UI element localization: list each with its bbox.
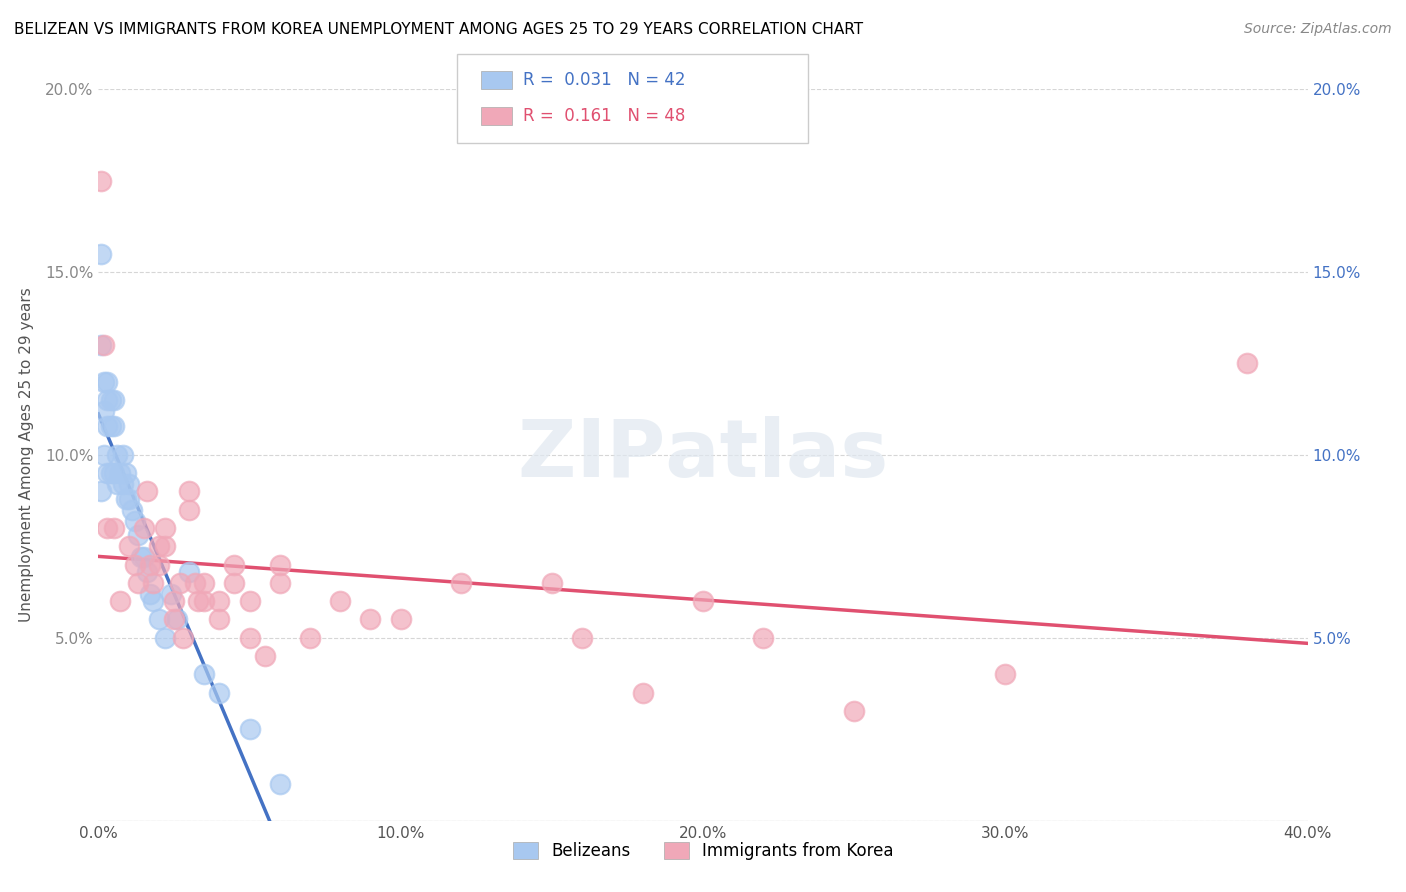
Point: [100, 392, 122, 407]
Point: [752, 631, 775, 645]
Point: [90, 484, 112, 499]
Point: [90, 173, 112, 188]
Point: [994, 667, 1017, 681]
Point: [179, 565, 201, 579]
Point: [118, 491, 141, 506]
Point: [329, 594, 352, 608]
Point: [108, 466, 131, 480]
Point: [187, 594, 209, 608]
Point: [103, 418, 125, 433]
Point: [93, 448, 115, 462]
Point: [450, 576, 472, 591]
Point: [105, 477, 128, 491]
Point: [127, 576, 149, 591]
Point: [239, 723, 262, 737]
Point: [299, 631, 322, 645]
Point: [142, 576, 165, 591]
Point: [96, 466, 118, 480]
Text: R =  0.161   N = 48: R = 0.161 N = 48: [523, 107, 685, 126]
Point: [166, 613, 188, 627]
Point: [253, 649, 276, 664]
Point: [96, 392, 118, 407]
Point: [100, 418, 122, 433]
Point: [100, 466, 122, 480]
Point: [389, 613, 412, 627]
Point: [93, 404, 115, 418]
Point: [163, 594, 186, 608]
Point: [172, 631, 194, 645]
Point: [139, 558, 162, 572]
Point: [269, 576, 291, 591]
Point: [163, 613, 186, 627]
Point: [90, 246, 112, 260]
Point: [124, 514, 146, 528]
Point: [160, 587, 183, 601]
Point: [96, 375, 118, 389]
Point: [239, 594, 262, 608]
Point: [153, 539, 176, 553]
Point: [124, 558, 146, 572]
Point: [108, 594, 131, 608]
Point: [93, 338, 115, 352]
Point: [114, 466, 136, 480]
Point: [103, 466, 125, 480]
Point: [148, 539, 170, 553]
Point: [224, 558, 246, 572]
Point: [269, 777, 291, 791]
Point: [121, 503, 143, 517]
Point: [239, 631, 262, 645]
Text: ZIP​atlas: ZIP​atlas: [517, 416, 889, 494]
Point: [111, 477, 134, 491]
Point: [193, 667, 215, 681]
Point: [179, 503, 201, 517]
Point: [169, 576, 191, 591]
Point: [148, 613, 170, 627]
Point: [148, 558, 170, 572]
Point: [129, 550, 152, 565]
Point: [193, 576, 215, 591]
Text: Source: ZipAtlas.com: Source: ZipAtlas.com: [1244, 22, 1392, 37]
Point: [193, 594, 215, 608]
Point: [103, 521, 125, 535]
Point: [360, 613, 382, 627]
Point: [105, 448, 128, 462]
Point: [208, 686, 231, 700]
Point: [114, 491, 136, 506]
Text: R =  0.031   N = 42: R = 0.031 N = 42: [523, 70, 686, 89]
Point: [208, 594, 231, 608]
Point: [269, 558, 291, 572]
Point: [118, 477, 141, 491]
Point: [631, 686, 654, 700]
Point: [692, 594, 714, 608]
Point: [139, 587, 162, 601]
Point: [127, 528, 149, 542]
Point: [571, 631, 593, 645]
Point: [184, 576, 207, 591]
Point: [90, 338, 112, 352]
Legend: Belizeans, Immigrants from Korea: Belizeans, Immigrants from Korea: [506, 836, 900, 867]
Point: [142, 594, 165, 608]
Point: [844, 704, 866, 718]
Point: [179, 484, 201, 499]
Point: [132, 550, 155, 565]
Point: [96, 521, 118, 535]
Point: [111, 448, 134, 462]
Point: [118, 539, 141, 553]
Text: BELIZEAN VS IMMIGRANTS FROM KOREA UNEMPLOYMENT AMONG AGES 25 TO 29 YEARS CORRELA: BELIZEAN VS IMMIGRANTS FROM KOREA UNEMPL…: [14, 22, 863, 37]
Point: [208, 613, 231, 627]
Point: [96, 418, 118, 433]
Point: [135, 565, 157, 579]
Point: [135, 484, 157, 499]
Point: [153, 631, 176, 645]
Point: [540, 576, 562, 591]
Y-axis label: Unemployment Among Ages 25 to 29 years: Unemployment Among Ages 25 to 29 years: [20, 287, 34, 623]
Point: [153, 521, 176, 535]
Point: [93, 375, 115, 389]
Point: [224, 576, 246, 591]
Point: [1236, 356, 1258, 371]
Point: [132, 521, 155, 535]
Point: [103, 392, 125, 407]
